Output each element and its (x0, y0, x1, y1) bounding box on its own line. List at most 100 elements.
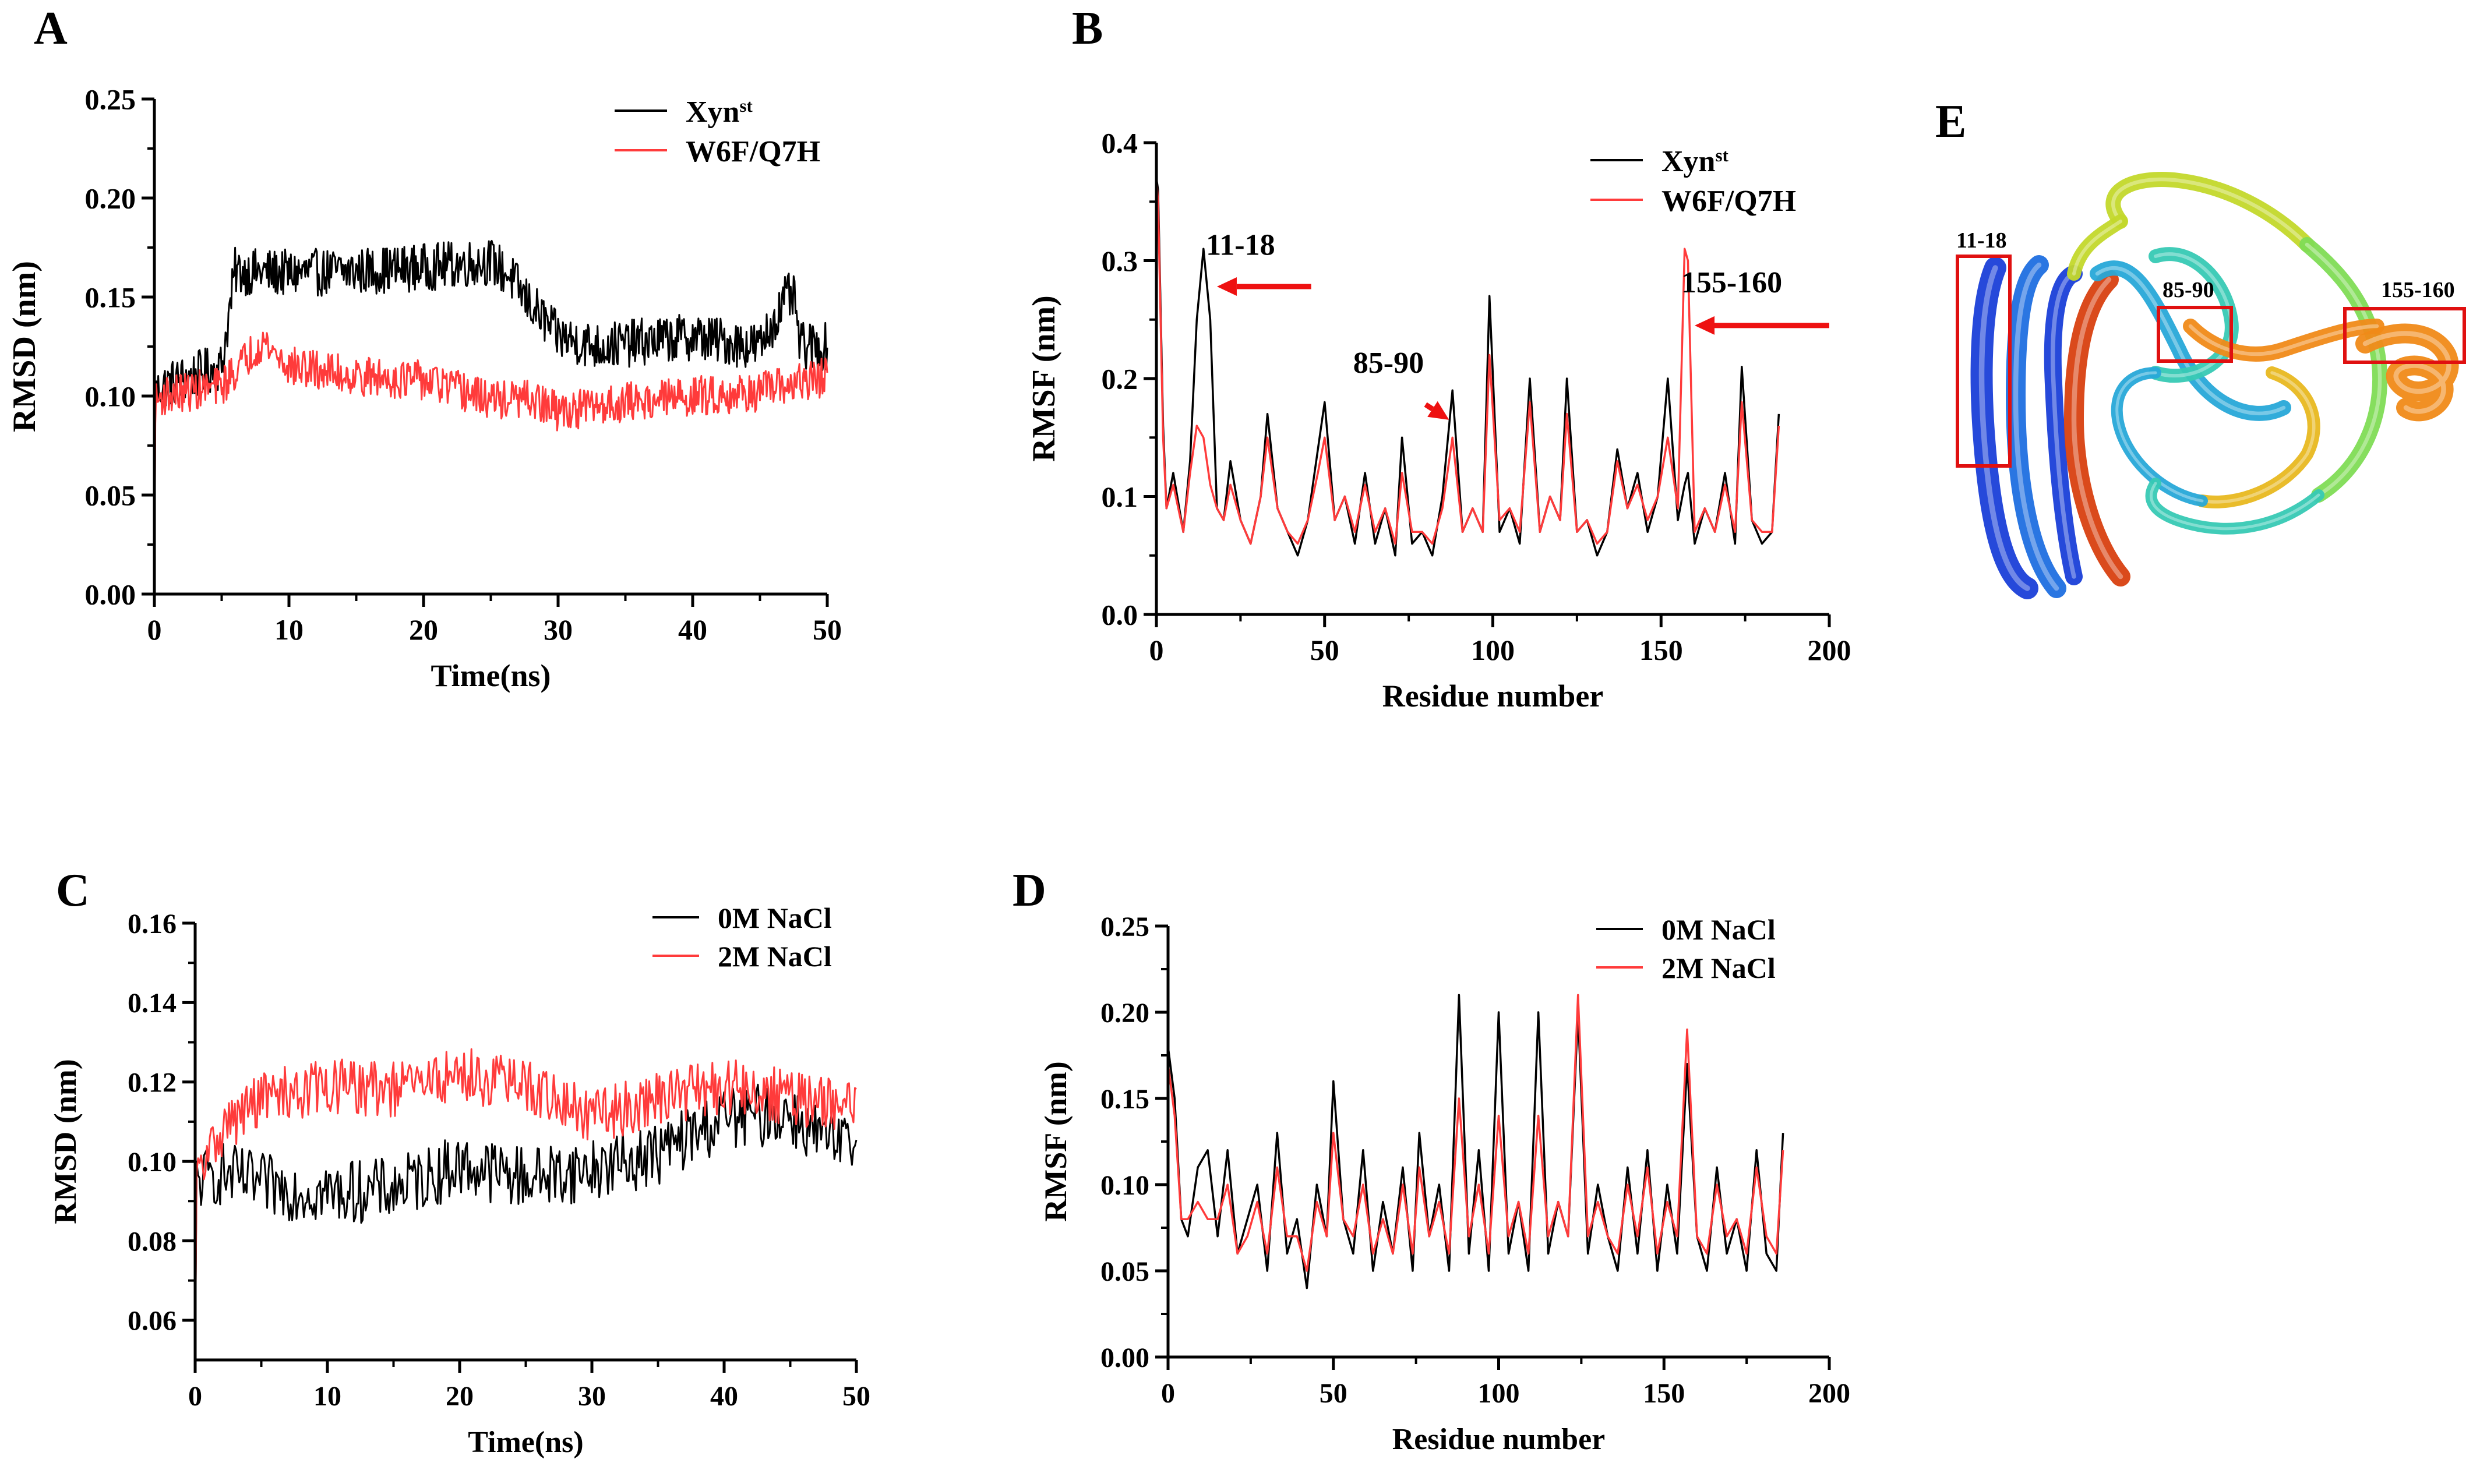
region-label-155-160: 155-160 (2381, 278, 2455, 302)
x-tick-label-c: 30 (578, 1381, 606, 1412)
x-tick-label-a: 10 (274, 613, 304, 646)
x-tick-label-c: 10 (313, 1381, 341, 1412)
legend-label-d-0: 0M NaCl (1661, 913, 1776, 946)
chart-b-rmsf-residue: 0 50 100 150 200 0.0 0.1 0.2 0.3 0.4 Residue numbe… (1026, 127, 1851, 714)
x-tick-label-a: 20 (409, 613, 438, 646)
y-axis-label-a: RMSD (nm) (6, 261, 43, 432)
ribbon-highlight-13 (2072, 220, 2122, 275)
protein-structure-illustration: 11-18 85-90 155-160 (1956, 172, 2466, 599)
panel-letter-a: A (34, 3, 68, 54)
x-tick-label-d: 150 (1643, 1378, 1685, 1409)
ribbon-segment-1 (2006, 255, 2066, 598)
x-tick-label-a: 50 (813, 613, 842, 646)
series-line-a-1 (153, 331, 828, 595)
y-tick-label-b: 0.1 (1102, 480, 1138, 513)
y-tick-label-b: 0.0 (1102, 599, 1138, 631)
panel-letter-b: B (1072, 3, 1103, 54)
y-tick-label-c: 0.10 (128, 1147, 177, 1178)
y-tick-label-b: 0.4 (1102, 127, 1138, 160)
legend-label-c-1: 2M NaCl (718, 940, 832, 973)
series-line-c-1 (194, 1048, 857, 1361)
y-axis-label-b: RMSF (nm) (1026, 295, 1062, 462)
region-label-11-18: 11-18 (1956, 228, 2007, 253)
ribbon-segment-6 (2105, 172, 2315, 252)
series-line-c-0 (194, 1083, 858, 1361)
y-tick-label-d: 0.00 (1100, 1342, 1149, 1373)
y-tick-label-b: 0.3 (1102, 245, 1138, 277)
series-line-d-0 (1167, 994, 1784, 1289)
ribbon-highlight-6 (2111, 177, 2309, 247)
x-tick-label-b: 100 (1471, 634, 1515, 666)
x-tick-label-d: 200 (1808, 1378, 1850, 1409)
ribbon-segment-7 (2299, 237, 2388, 503)
annotation-arrowhead-0 (1216, 277, 1237, 296)
ribbon-highlight-9 (2200, 371, 2316, 504)
y-axis-label-c: RMSD (nm) (48, 1059, 83, 1224)
ribbon-segment-10 (2111, 367, 2208, 507)
x-tick-label-c: 20 (446, 1381, 474, 1412)
x-tick-label-b: 50 (1310, 634, 1339, 666)
x-tick-label-b: 150 (1639, 634, 1683, 666)
y-tick-label-c: 0.16 (128, 909, 177, 939)
series-line-b-1 (1155, 178, 1780, 545)
y-tick-label-d: 0.05 (1100, 1256, 1149, 1287)
x-tick-label-a: 30 (544, 613, 573, 646)
region-label-85-90: 85-90 (2162, 278, 2214, 302)
region-box-11-18 (1956, 255, 2012, 468)
annotation-label-2: 155-160 (1681, 266, 1782, 299)
y-tick-label-c: 0.12 (128, 1068, 177, 1098)
x-tick-label-b: 200 (1808, 634, 1851, 666)
ribbon-highlight-11 (2188, 324, 2379, 356)
y-tick-label-d: 0.15 (1100, 1084, 1149, 1115)
ribbon-segment-0 (1970, 257, 2038, 599)
ribbon-segment-4 (2090, 260, 2291, 421)
y-tick-label-d: 0.10 (1100, 1170, 1149, 1201)
region-box-155-160 (2343, 307, 2466, 364)
ribbon-highlight-4 (2095, 266, 2286, 415)
legend-label-c-0: 0M NaCl (718, 902, 832, 934)
ribbon-segment-13 (2067, 214, 2128, 281)
y-tick-label-a: 0.05 (85, 479, 136, 512)
protein-ribbons (1970, 172, 2459, 599)
legend-label-a-1: W6F/Q7H (686, 135, 820, 168)
panel-letter-d: D (1013, 865, 1046, 916)
y-tick-label-a: 0.20 (85, 182, 136, 215)
ribbon-segment-11 (2183, 319, 2384, 362)
ribbon-highlight-3 (2071, 277, 2123, 580)
ribbon-highlight-8 (2362, 331, 2451, 414)
ribbon-highlight-2 (2051, 271, 2076, 579)
y-tick-label-d: 0.25 (1100, 911, 1149, 942)
x-axis-label-b: Residue number (1382, 679, 1604, 713)
y-tick-label-b: 0.2 (1102, 363, 1138, 395)
y-tick-label-a: 0.15 (85, 281, 136, 314)
legend-label-d-1: 2M NaCl (1661, 952, 1776, 984)
series-line-d-1 (1167, 994, 1784, 1272)
x-tick-label-b: 0 (1149, 634, 1164, 666)
region-box-85-90 (2157, 306, 2233, 363)
series-line-a-0 (153, 240, 828, 595)
panel-letter-c: C (56, 865, 90, 916)
x-tick-label-d: 100 (1478, 1378, 1520, 1409)
chart-c-rmsd-nacl: 0 10 20 30 40 50 0.06 0.08 0.10 0.12 0.14 0.16 Time(… (48, 902, 870, 1459)
y-tick-label-a: 0.25 (85, 83, 136, 116)
chart-a-rmsd-time: 0 10 20 30 40 50 0.00 0.05 0.10 0.15 0.20 0.25 Time(… (6, 83, 842, 694)
ribbon-highlight-12 (2150, 482, 2320, 531)
x-tick-label-c: 0 (188, 1381, 202, 1412)
x-axis-label-a: Time(ns) (431, 658, 551, 693)
ribbon-highlight-7 (2305, 242, 2382, 497)
ribbon-segment-3 (2064, 270, 2130, 586)
x-tick-label-c: 40 (710, 1381, 738, 1412)
x-axis-label-d: Residue number (1392, 1423, 1605, 1456)
legend-label-a-0: Xynst (686, 96, 753, 129)
y-tick-label-c: 0.08 (128, 1226, 177, 1257)
ribbon-segment-12 (2145, 478, 2324, 535)
x-tick-label-a: 0 (147, 613, 162, 646)
chart-d-rmsf-nacl: 0 50 100 150 200 0.00 0.05 0.10 0.15 0.20 0.25 Resi… (1038, 911, 1850, 1456)
y-tick-label-a: 0.00 (85, 578, 136, 611)
x-axis-label-c: Time(ns) (468, 1426, 583, 1459)
ribbon-segment-9 (2196, 366, 2320, 508)
y-axis-label-d: RMSF (nm) (1038, 1061, 1073, 1221)
x-tick-label-d: 0 (1161, 1378, 1175, 1409)
ribbon-segment-2 (2044, 265, 2083, 585)
